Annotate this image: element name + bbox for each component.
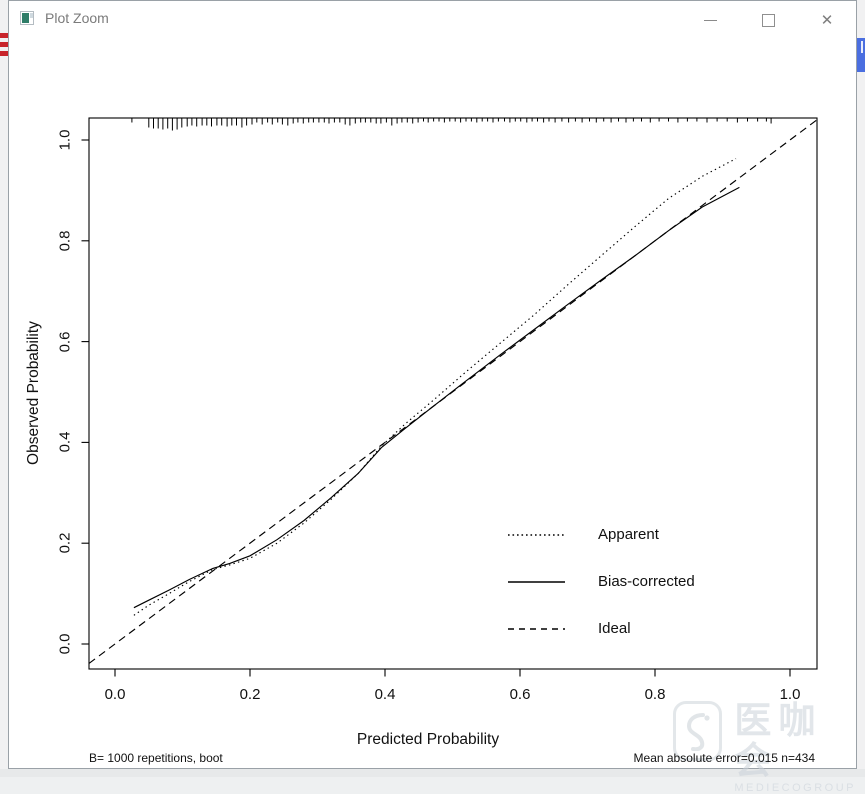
background-red-logo-bar: [0, 42, 8, 47]
x-axis-title: Predicted Probability: [356, 731, 500, 748]
footnote-repetitions: B= 1000 repetitions, boot: [89, 751, 223, 765]
legend-label: Apparent: [598, 526, 659, 543]
background-red-logo-bar: [0, 33, 8, 38]
background-window-left-edge: [0, 0, 8, 777]
apparent-line-sample-icon: [508, 533, 565, 536]
title-bar: Plot Zoom ✕: [9, 1, 856, 39]
x-tick-label: 0.6: [509, 686, 531, 703]
calibration-plot: [81, 117, 818, 677]
ideal-line-sample-icon: [508, 627, 565, 630]
y-tick-label: 0.0: [56, 633, 74, 655]
y-tick-label: 0.6: [56, 331, 74, 353]
bias-corrected-line-sample-icon: [508, 580, 565, 583]
y-axis-title: Observed Probability: [25, 321, 42, 465]
background-red-logo-bar: [0, 51, 8, 56]
y-tick-label: 1.0: [56, 129, 74, 151]
x-tick-label: 0.4: [374, 686, 396, 703]
minimize-button[interactable]: [698, 9, 722, 31]
background-window-bottom-edge: [0, 769, 865, 777]
watermark-cjk-text: 医咖会: [734, 700, 823, 781]
legend: Apparent Bias-corrected Ideal: [508, 511, 695, 652]
blue-fragment-glyph: [861, 41, 863, 53]
maximize-icon: [761, 13, 775, 27]
plot-icon-pane: [30, 13, 33, 18]
legend-label: Ideal: [598, 620, 631, 637]
legend-item-apparent: Apparent: [508, 511, 695, 558]
background-blue-button-fragment: [857, 38, 865, 72]
x-tick-label: 0.8: [644, 686, 666, 703]
x-tick-label: 0.2: [239, 686, 261, 703]
close-button[interactable]: ✕: [820, 11, 834, 29]
plot-icon-pane: [22, 13, 29, 23]
plot-zoom-window: Plot Zoom ✕ 医咖会 MEDIECOGROUP Predicted P…: [8, 0, 857, 794]
watermark-latin-text: MEDIECOGROUP: [734, 782, 857, 794]
legend-item-bias-corrected: Bias-corrected: [508, 558, 695, 605]
plot-zoom-icon: [20, 11, 34, 25]
x-tick-label: 0.0: [104, 686, 126, 703]
legend-item-ideal: Ideal: [508, 605, 695, 652]
footnote-mean-error: Mean absolute error=0.015 n=434: [633, 751, 815, 765]
maximize-button[interactable]: [756, 9, 780, 31]
y-tick-label: 0.2: [56, 532, 74, 554]
watermark-logo-icon: [673, 701, 723, 761]
window-title: Plot Zoom: [45, 10, 109, 26]
x-tick-label: 1.0: [779, 686, 801, 703]
legend-label: Bias-corrected: [598, 573, 695, 590]
y-tick-label: 0.4: [56, 431, 74, 453]
y-tick-label: 0.8: [56, 230, 74, 252]
background-window-right-edge: [857, 0, 865, 777]
minimize-icon: [703, 19, 717, 21]
